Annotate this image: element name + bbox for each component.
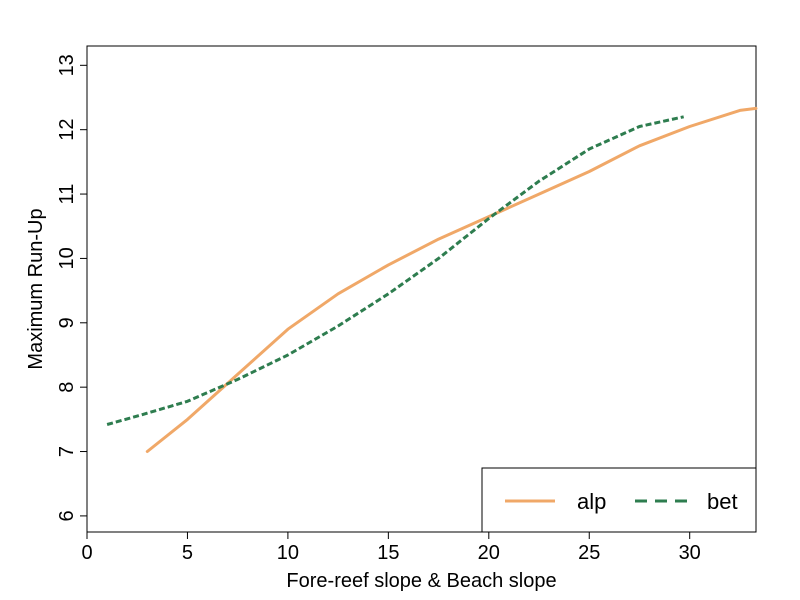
y-tick-label: 13 (56, 54, 78, 76)
x-tick-label: 5 (182, 542, 193, 564)
y-tick-label: 11 (56, 184, 78, 205)
legend-label-bet: bet (707, 489, 738, 514)
legend-label-alp: alp (577, 489, 606, 514)
plot-frame (86, 45, 757, 533)
y-tick-label: 12 (56, 119, 78, 141)
y-tick-label: 6 (56, 510, 78, 521)
x-tick-label: 0 (81, 542, 92, 564)
y-tick-label: 10 (56, 247, 78, 269)
x-tick-label: 10 (277, 542, 299, 564)
y-tick-label: 7 (56, 446, 78, 457)
y-tick-label: 8 (56, 382, 78, 393)
x-tick-label: 20 (478, 542, 500, 564)
series-line-bet (106, 115, 685, 426)
x-tick-label: 30 (679, 542, 701, 564)
y-axis-title: Maximum Run-Up (25, 208, 47, 369)
x-tick-label: 25 (578, 542, 600, 564)
series-line-alp (145, 106, 758, 453)
y-tick-label: 9 (56, 317, 78, 328)
x-tick-label: 15 (377, 542, 399, 564)
x-axis-title: Fore-reef slope & Beach slope (286, 570, 556, 592)
